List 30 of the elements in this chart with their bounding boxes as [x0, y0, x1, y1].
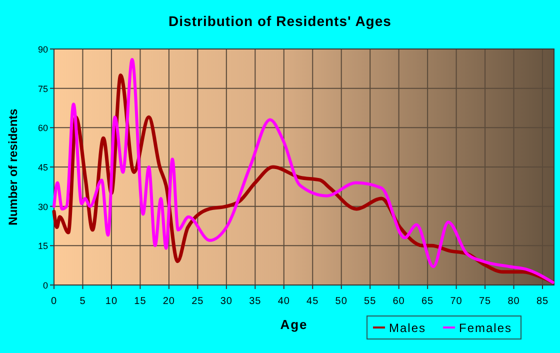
- x-tick-label: 45: [306, 296, 319, 307]
- y-tick-label: 60: [38, 123, 48, 134]
- x-tick-label: 35: [249, 296, 262, 307]
- x-tick-label: 15: [134, 296, 146, 307]
- x-tick-label: 70: [450, 296, 462, 307]
- x-tick-label: 80: [508, 296, 520, 307]
- x-tick-label: 60: [392, 296, 405, 307]
- y-tick-label: 0: [42, 280, 48, 290]
- x-tick-label: 50: [335, 296, 348, 307]
- x-tick-label: 30: [220, 296, 232, 307]
- legend-label: Males: [389, 321, 426, 335]
- x-tick-label: 25: [192, 296, 204, 307]
- y-tick-label: 75: [38, 84, 48, 94]
- x-tick-label: 5: [80, 296, 86, 307]
- x-axis-title: Age: [280, 317, 308, 332]
- x-tick-label: 0: [50, 296, 58, 307]
- y-axis-title: Number of residents: [6, 108, 20, 226]
- x-tick-label: 20: [162, 296, 176, 307]
- x-tick-label: 85: [536, 296, 549, 307]
- x-tick-label: 55: [364, 296, 376, 307]
- x-tick-label: 65: [422, 296, 434, 307]
- y-tick-label: 30: [38, 202, 48, 212]
- legend-label: Females: [459, 321, 512, 335]
- chart-title: Distribution of Residents' Ages: [168, 13, 392, 29]
- y-tick-label: 15: [38, 241, 48, 252]
- y-tick-label: 45: [38, 162, 48, 172]
- x-tick-label: 40: [278, 296, 290, 307]
- y-tick-label: 90: [38, 44, 48, 54]
- x-tick-label: 75: [478, 296, 492, 307]
- x-tick-label: 10: [105, 296, 118, 307]
